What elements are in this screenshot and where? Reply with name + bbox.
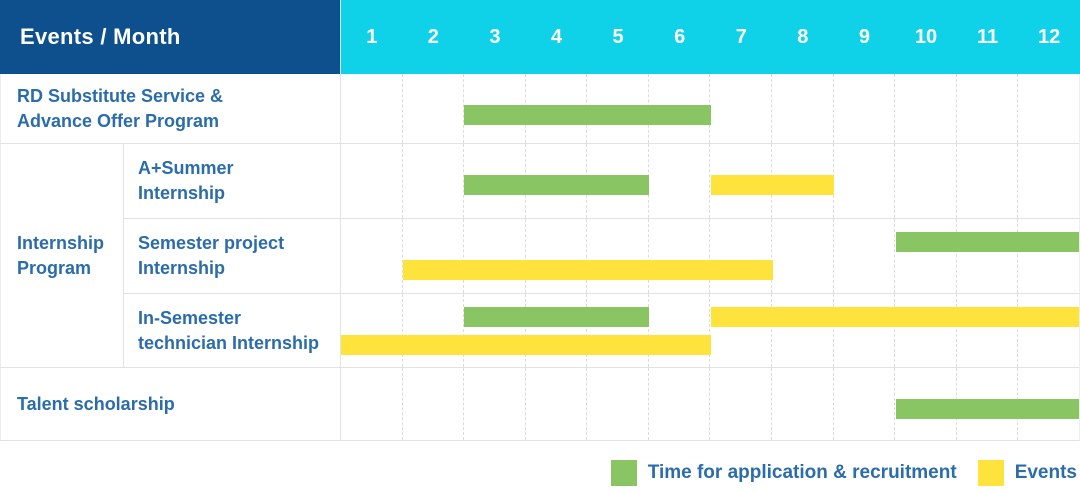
month-gridline-cell (403, 144, 465, 218)
gantt-bar-yellow (402, 260, 773, 280)
month-header-3: 3 (489, 25, 501, 48)
gantt-bar-green (464, 175, 650, 195)
month-gridline-cell (772, 368, 834, 440)
month-gridline-cell (341, 74, 403, 143)
row-chart-a-plus-summer-internship (340, 144, 1080, 219)
gantt-table: Events / Month 1 2 3 4 5 6 7 8 9 10 11 1… (0, 0, 1080, 441)
month-gridline-cell (957, 144, 1019, 218)
row-label-semester-project-internship: Semester project Internship (123, 219, 340, 294)
group-label-internship-program: Internship Program (0, 144, 123, 368)
month-gridline-cell (403, 74, 465, 143)
month-gridline-cell (649, 294, 711, 367)
month-gridline-cell (895, 74, 957, 143)
month-header-9: 9 (858, 25, 870, 48)
month-gridline-cell (526, 219, 588, 293)
month-gridline-cell (464, 294, 526, 367)
month-gridline-cell (957, 74, 1019, 143)
month-gridline-cell (834, 144, 896, 218)
month-gridline-cell (895, 144, 957, 218)
month-gridline-cell (834, 74, 896, 143)
row-chart-semester-project-internship (340, 219, 1080, 294)
gantt-bar-green (896, 399, 1079, 419)
month-gridline-cell (587, 219, 649, 293)
month-gridline-cell (649, 219, 711, 293)
gantt-bar-green (896, 232, 1079, 252)
legend-item-events: Events (977, 459, 1077, 486)
month-gridline-cell (587, 294, 649, 367)
month-header-10: 10 (914, 25, 938, 48)
month-gridline-cell (772, 74, 834, 143)
month-gridline-cell (341, 144, 403, 218)
month-gridline-cell (341, 219, 403, 293)
legend-item-application-recruitment: Time for application & recruitment (610, 459, 957, 486)
gantt-bar-green (464, 105, 711, 125)
month-header-2: 2 (427, 25, 439, 48)
gantt-bar-yellow (341, 335, 711, 355)
month-gridline-cell (1018, 74, 1079, 143)
month-gridline-cell (834, 219, 896, 293)
legend: Time for application & recruitment Event… (610, 459, 1077, 486)
table-header-title: Events / Month (0, 0, 340, 74)
month-gridline-cell (710, 368, 773, 440)
row-label-talent-scholarship: Talent scholarship (0, 368, 340, 441)
month-gridline-cell (710, 294, 773, 367)
month-grid (341, 219, 1079, 293)
month-gridline-cell (403, 294, 465, 367)
legend-label-application-recruitment: Time for application & recruitment (647, 461, 957, 483)
month-gridline-cell (957, 294, 1019, 367)
month-header-1: 1 (366, 25, 378, 48)
month-gridline-cell (403, 368, 465, 440)
legend-swatch-green (610, 459, 637, 486)
month-gridline-cell (403, 219, 465, 293)
month-gridline-cell (341, 368, 403, 440)
row-label-in-semester-technician-internship: In-Semester technician Internship (123, 294, 340, 368)
month-gridline-cell (526, 368, 588, 440)
gantt-bar-yellow (711, 175, 835, 195)
month-gridline-cell (834, 368, 896, 440)
row-label-rd-substitute-service: RD Substitute Service & Advance Offer Pr… (0, 74, 340, 144)
month-gridline-cell (895, 294, 957, 367)
month-header-11: 11 (976, 25, 999, 48)
month-gridline-cell (772, 294, 834, 367)
month-header-8: 8 (797, 25, 809, 48)
month-gridline-cell (341, 294, 403, 367)
month-gridline-cell (1018, 219, 1079, 293)
gantt-bar-green (464, 307, 650, 327)
legend-swatch-yellow (977, 459, 1004, 486)
month-gridline-cell (834, 294, 896, 367)
gantt-bar-yellow (711, 307, 1079, 327)
row-chart-talent-scholarship (340, 368, 1080, 441)
month-header-5: 5 (612, 25, 624, 48)
month-gridline-cell (649, 368, 711, 440)
month-gridline-cell (895, 219, 957, 293)
month-gridline-cell (710, 74, 773, 143)
month-gridline-cell (772, 219, 834, 293)
month-gridline-cell (649, 144, 711, 218)
row-label-a-plus-summer-internship: A+Summer Internship (123, 144, 340, 219)
month-gridline-cell (1018, 294, 1079, 367)
month-header-7: 7 (735, 25, 747, 48)
month-gridline-cell (957, 219, 1019, 293)
month-gridline-cell (526, 294, 588, 367)
month-gridline-cell (464, 219, 526, 293)
month-gridline-cell (1018, 144, 1079, 218)
month-grid (341, 294, 1079, 367)
month-gridline-cell (464, 368, 526, 440)
month-gridline-cell (710, 219, 773, 293)
row-chart-in-semester-technician-internship (340, 294, 1080, 368)
month-grid (341, 144, 1079, 218)
legend-label-events: Events (1014, 461, 1077, 483)
month-header-12: 12 (1038, 25, 1061, 48)
row-chart-rd-substitute-service (340, 74, 1080, 144)
month-header-4: 4 (550, 25, 563, 48)
month-header-6: 6 (674, 25, 686, 48)
month-gridline-cell (587, 368, 649, 440)
month-header-row: 1 2 3 4 5 6 7 8 9 10 11 12 (340, 0, 1080, 74)
